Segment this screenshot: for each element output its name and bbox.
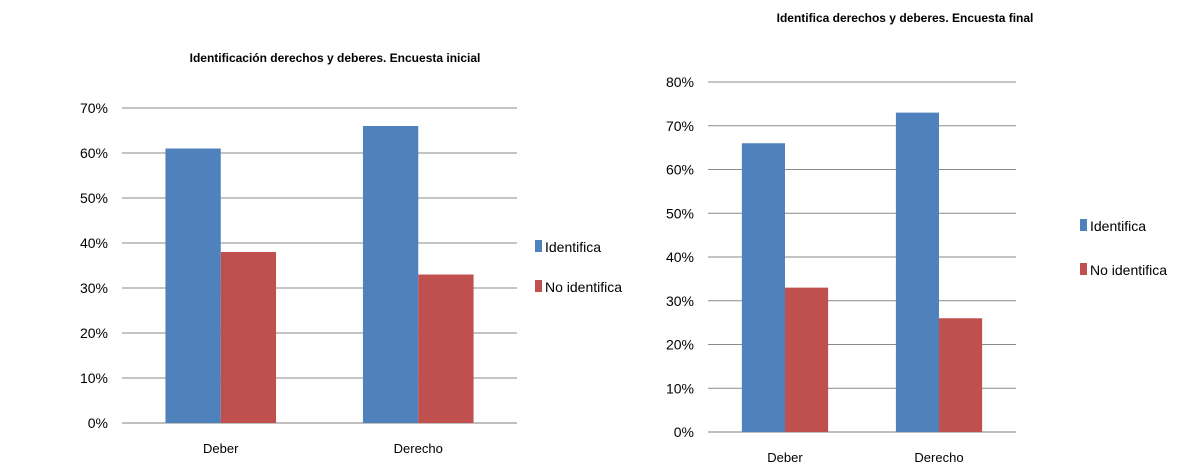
y-tick-label: 40%: [80, 235, 108, 251]
bar-no-identifica-deber: [220, 252, 277, 423]
y-tick-label: 20%: [80, 325, 108, 341]
legend-swatch: [535, 280, 542, 292]
bar-identifica-derecho: [362, 126, 419, 423]
y-tick-label: 0%: [88, 415, 108, 431]
legend-label: No identifica: [545, 279, 622, 295]
bar-identifica-deber: [165, 148, 221, 423]
y-tick-label: 20%: [666, 337, 694, 353]
y-tick-label: 60%: [80, 145, 108, 161]
bar-no-identifica-derecho: [939, 318, 983, 432]
x-category-label: Deber: [767, 450, 803, 465]
legend-swatch: [1080, 263, 1087, 275]
chart-final-survey: Identifica derechos y deberes. Encuesta …: [666, 11, 1167, 465]
legend-swatch: [1080, 219, 1087, 231]
bar-identifica-derecho: [895, 112, 939, 432]
y-tick-label: 50%: [80, 190, 108, 206]
y-tick-label: 70%: [80, 100, 108, 116]
chart-title: Identificación derechos y deberes. Encue…: [190, 51, 481, 65]
legend-label: Identifica: [1090, 218, 1146, 234]
y-tick-label: 80%: [666, 74, 694, 90]
x-category-label: Deber: [203, 441, 239, 456]
y-tick-label: 0%: [674, 424, 694, 440]
y-tick-label: 10%: [666, 380, 694, 396]
legend-label: No identifica: [1090, 262, 1167, 278]
y-tick-label: 30%: [666, 293, 694, 309]
bar-identifica-deber: [741, 143, 785, 432]
y-tick-label: 60%: [666, 162, 694, 178]
chart-initial-survey: Identificación derechos y deberes. Encue…: [80, 51, 622, 456]
y-tick-label: 30%: [80, 280, 108, 296]
x-category-label: Derecho: [914, 450, 963, 465]
y-tick-label: 40%: [666, 249, 694, 265]
bar-no-identifica-derecho: [418, 274, 474, 423]
y-tick-label: 10%: [80, 370, 108, 386]
x-category-label: Derecho: [394, 441, 443, 456]
y-tick-label: 70%: [666, 118, 694, 134]
legend-swatch: [535, 240, 542, 252]
legend-label: Identifica: [545, 239, 601, 255]
bar-no-identifica-deber: [785, 287, 829, 432]
y-tick-label: 50%: [666, 205, 694, 221]
chart-title: Identifica derechos y deberes. Encuesta …: [777, 11, 1034, 25]
